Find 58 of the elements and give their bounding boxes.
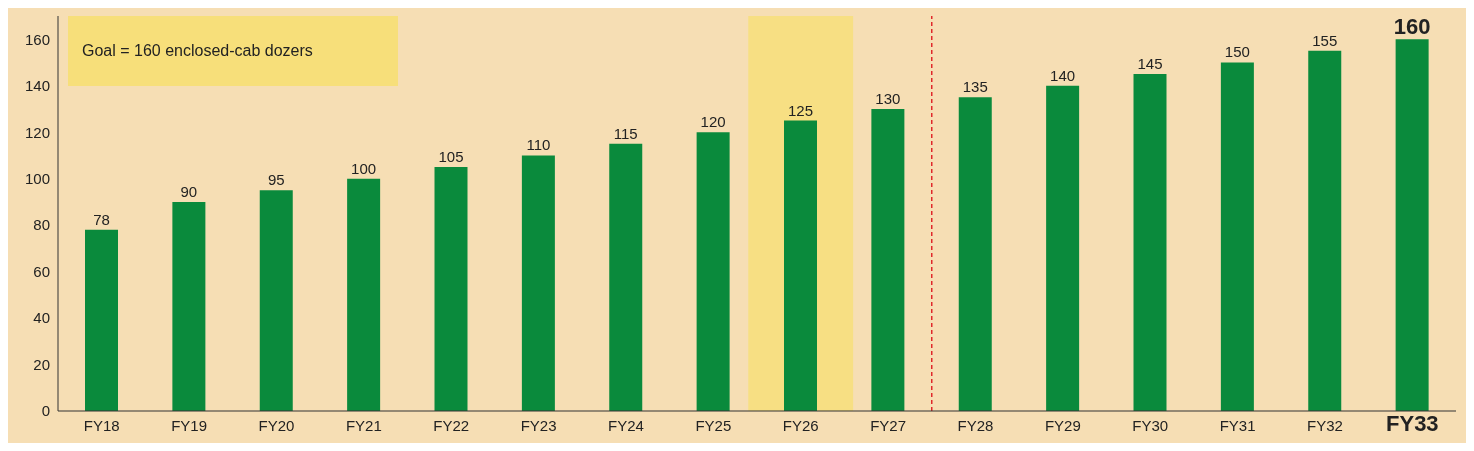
x-tick-label: FY30 — [1132, 417, 1169, 434]
bar — [1308, 50, 1342, 411]
data-label: 90 — [180, 182, 198, 200]
data-label: 115 — [613, 124, 638, 142]
y-tick-label: 160 — [24, 30, 50, 48]
y-tick-label: 100 — [24, 169, 50, 187]
bar — [871, 108, 905, 411]
bar — [1133, 74, 1167, 411]
bar — [784, 120, 817, 411]
bar — [1046, 85, 1080, 411]
bar — [696, 132, 730, 411]
y-tick-label: 20 — [33, 355, 50, 373]
data-label: 130 — [875, 89, 901, 107]
data-label: 105 — [438, 148, 464, 166]
x-tick-label: FY32 — [1307, 417, 1343, 434]
y-tick-label: 60 — [33, 262, 50, 280]
x-tick-label: FY29 — [1044, 417, 1081, 434]
x-tick-label: FY24 — [608, 417, 644, 434]
bar — [521, 155, 555, 411]
note-box: Goal = 160 enclosed-cab dozers — [68, 16, 398, 86]
x-tick-label: FY23 — [520, 417, 557, 434]
data-label: 78 — [93, 210, 110, 228]
y-tick-label: 0 — [41, 402, 50, 420]
x-tick-label: FY31 — [1219, 417, 1256, 434]
y-tick-label: 40 — [33, 309, 50, 327]
x-tick-label: FY19 — [171, 417, 207, 434]
data-label: 95 — [267, 171, 285, 189]
data-label: 160 — [1393, 14, 1431, 40]
bar — [609, 143, 643, 411]
data-label: 135 — [962, 78, 988, 96]
y-tick-label: 80 — [33, 216, 50, 234]
bar — [434, 167, 468, 411]
bar — [1395, 39, 1429, 411]
data-label: 125 — [787, 101, 814, 119]
bar — [172, 201, 206, 411]
data-label: 155 — [1312, 31, 1338, 49]
x-tick-label: FY27 — [870, 417, 906, 434]
data-label: 145 — [1137, 55, 1163, 73]
data-label: 120 — [700, 113, 726, 131]
x-tick-label: FY20 — [258, 417, 295, 434]
y-tick-label: 120 — [24, 123, 50, 141]
x-tick-label: FY26 — [782, 417, 819, 434]
x-tick-label: FY22 — [433, 417, 470, 434]
x-tick-label: FY18 — [83, 417, 120, 434]
y-tick-label: 140 — [24, 77, 50, 95]
data-label: 140 — [1050, 66, 1076, 84]
bar — [347, 178, 381, 411]
bar — [958, 97, 992, 411]
x-tick-label: FY28 — [957, 417, 994, 434]
bar — [1220, 62, 1254, 411]
bar — [259, 190, 293, 411]
data-label: 110 — [526, 136, 551, 154]
data-label: 150 — [1224, 43, 1250, 61]
bar — [85, 229, 118, 411]
x-tick-label: FY25 — [695, 417, 732, 434]
x-tick-label: FY33 — [1386, 411, 1439, 436]
data-label: 100 — [351, 159, 377, 177]
x-tick-label: FY21 — [345, 417, 382, 434]
